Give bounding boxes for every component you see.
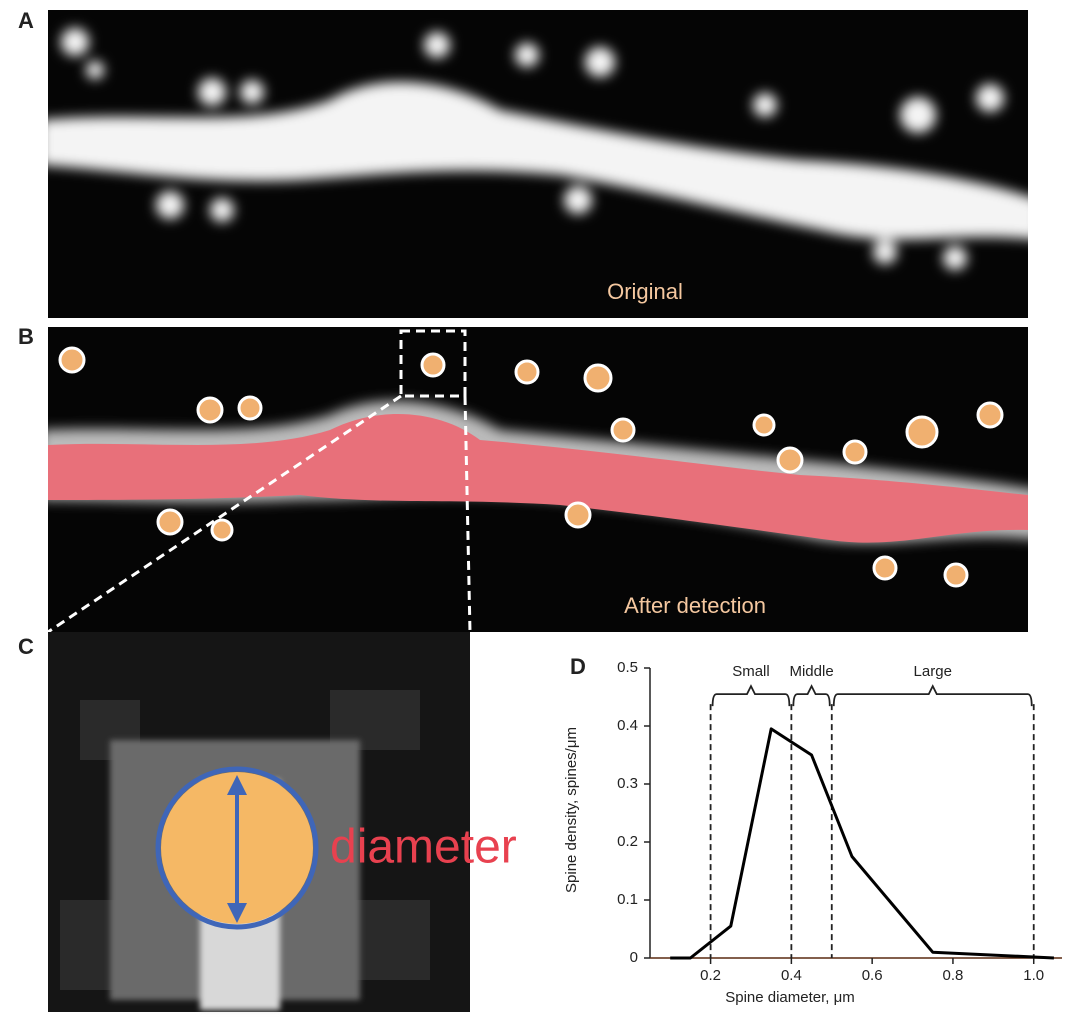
panel-caption: Original [607, 279, 683, 304]
y-tick-label: 0.1 [617, 891, 638, 908]
y-tick-label: 0.2 [617, 833, 638, 850]
panel-label: D [570, 654, 586, 679]
page: {"panels": { "a": {"label": "A", "captio… [0, 0, 1071, 1017]
range-label: Small [732, 663, 770, 680]
range-bracket [713, 686, 790, 706]
x-tick-label: 0.4 [781, 967, 802, 984]
x-axis-label: Spine diameter, μm [725, 989, 855, 1006]
y-tick-label: 0.5 [617, 659, 638, 676]
micrograph-original [40, 10, 1040, 318]
x-tick-label: 0.6 [862, 967, 883, 984]
y-tick-label: 0.4 [617, 717, 638, 734]
range-label: Large [914, 663, 952, 680]
figure: A Original B [0, 0, 1071, 1017]
range-label: Middle [789, 663, 833, 680]
diameter-annotation: diameter [330, 821, 517, 874]
data-line [670, 729, 1054, 958]
y-axis-label: Spine density, spines/μm [563, 727, 580, 893]
range-bracket [793, 686, 829, 706]
chart: D Spine diameter, μm Spine density, spin… [563, 654, 1062, 1006]
micrograph-detection [40, 327, 1040, 632]
range-bracket [834, 686, 1032, 706]
panel-caption: After detection [624, 593, 766, 618]
x-tick-label: 0.2 [700, 967, 721, 984]
x-tick-label: 1.0 [1023, 967, 1044, 984]
panel-label: B [18, 324, 34, 349]
x-tick-label: 0.8 [943, 967, 964, 984]
y-tick-label: 0 [630, 949, 638, 966]
panel-label: C [18, 634, 34, 659]
panel-label: A [18, 8, 34, 33]
y-tick-label: 0.3 [617, 775, 638, 792]
